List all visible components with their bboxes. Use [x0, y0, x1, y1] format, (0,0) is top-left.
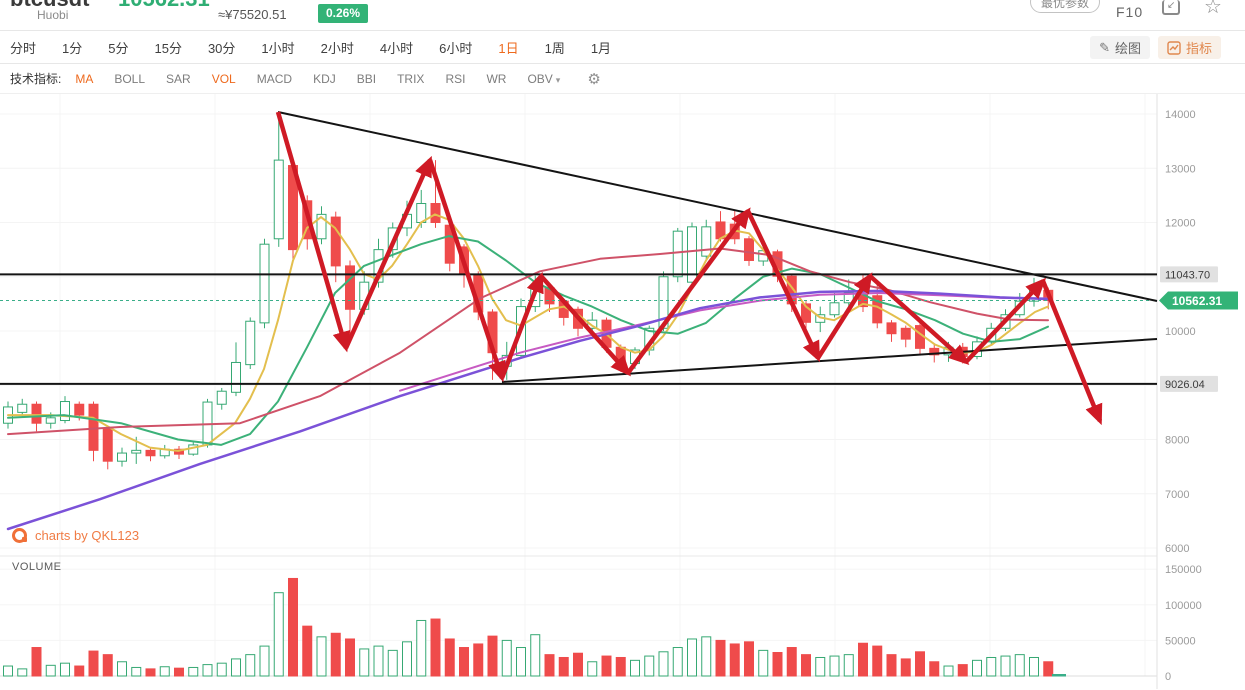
indicator-tab-RSI[interactable]: RSI: [445, 71, 466, 86]
trend-arrow-segment: [343, 155, 433, 349]
trend-arrow-segment: [275, 111, 351, 353]
fullscreen-icon[interactable]: ↙: [1162, 0, 1180, 15]
indicator-toolbar-label: 技术指标:: [10, 72, 62, 86]
chevron-down-icon: ▾: [555, 74, 561, 85]
svg-text:50000: 50000: [1165, 635, 1196, 647]
svg-text:7000: 7000: [1165, 489, 1189, 501]
timeframe-tab-1日[interactable]: 1日: [498, 40, 519, 56]
timeframe-tab-5分[interactable]: 5分: [108, 40, 129, 56]
annotations-layer: [0, 111, 1158, 426]
indicator-tab-MACD[interactable]: MACD: [256, 71, 293, 86]
indicator-tab-SAR[interactable]: SAR: [166, 71, 191, 86]
svg-text:6000: 6000: [1165, 543, 1189, 555]
trend-arrow-segment: [539, 274, 632, 377]
trendline: [277, 111, 1158, 302]
indicator-tab-WR[interactable]: WR: [486, 71, 507, 86]
svg-text:12000: 12000: [1165, 218, 1196, 230]
favorite-star-icon[interactable]: ☆: [1204, 0, 1222, 18]
svg-text:9026.04: 9026.04: [1165, 379, 1205, 391]
ma-line-MA5: [7, 213, 1049, 452]
timeframe-tab-6小时[interactable]: 6小时: [439, 40, 473, 56]
indicator-tab-BOLL[interactable]: BOLL: [114, 71, 146, 86]
exchange-label: Huobi: [37, 8, 69, 22]
gear-icon[interactable]: ⚙: [587, 70, 601, 88]
chart-area[interactable]: 11043.70 9026.04 10562.31 14000 13000 12000 10…: [0, 94, 1245, 689]
svg-text:11043.70: 11043.70: [1165, 269, 1210, 281]
pencil-icon: ✎: [1099, 39, 1110, 55]
volume-layer: [3, 577, 1066, 677]
ma-lines-layer: [6, 213, 1050, 531]
volume-pane-label: VOLUME: [12, 561, 62, 573]
timeframe-tab-1小时[interactable]: 1小时: [261, 40, 295, 56]
indicator-tab-VOL[interactable]: VOL: [211, 71, 236, 86]
price-level-badge: [1160, 266, 1218, 283]
trend-arrow-segment: [1040, 280, 1103, 426]
svg-text:10562.31: 10562.31: [1172, 294, 1222, 308]
axis-layer: 11043.70 9026.04 10562.31 14000 13000 12000 10…: [1159, 109, 1238, 683]
indicator-button[interactable]: 指标: [1157, 36, 1221, 59]
timeframe-tab-1周[interactable]: 1周: [544, 40, 565, 56]
trend-arrow-segment: [427, 159, 506, 383]
line-chart-icon: [1167, 40, 1181, 55]
symbol-title: btcusdt: [10, 0, 89, 12]
timeframe-toolbar: 分时 1分 5分 15分 30分 1小时 2小时 4小时 6小时 1日 1周 1月 ✎ 绘图 指标: [0, 31, 1245, 64]
indicator-tab-KDJ[interactable]: KDJ: [313, 71, 336, 86]
candlestick-chart-svg: 11043.70 9026.04 10562.31 14000 13000 12000 10…: [0, 94, 1238, 689]
trend-arrow-segment: [964, 277, 1047, 364]
watermark-text: charts by QKL123: [35, 528, 140, 543]
trend-arrow-segment: [868, 274, 970, 366]
trend-arrow-segment: [499, 271, 544, 379]
indicator-tab-TRIX[interactable]: TRIX: [397, 71, 425, 86]
timeframe-tab-1分[interactable]: 1分: [62, 40, 83, 56]
svg-text:8000: 8000: [1165, 435, 1189, 447]
grid-layer: [0, 94, 1158, 689]
trend-arrow-segment: [745, 210, 821, 363]
svg-text:14000: 14000: [1165, 109, 1196, 121]
ma-line-MA20: [7, 247, 1049, 436]
optimal-params-button[interactable]: 最优参数: [1030, 0, 1101, 13]
draw-button[interactable]: ✎ 绘图: [1090, 36, 1150, 59]
price-level-badge: [1160, 375, 1218, 392]
svg-text:10000: 10000: [1165, 326, 1196, 338]
cny-price: ≈¥75520.51: [218, 7, 287, 22]
header: btcusdt 10562.31 Huobi ≈¥75520.51 0.26% …: [0, 0, 1245, 31]
watermark: charts by QKL123: [12, 528, 139, 543]
change-badge: 0.26%: [318, 4, 369, 23]
trend-arrow-segment: [626, 207, 751, 375]
f10-button[interactable]: F10: [1116, 4, 1144, 20]
qkl123-logo-icon: [12, 528, 27, 543]
indicator-tab-MA[interactable]: MA: [75, 71, 94, 86]
svg-text:100000: 100000: [1165, 600, 1202, 612]
timeframe-tab-30分[interactable]: 30分: [207, 40, 236, 56]
trendline: [501, 338, 1158, 383]
timeframe-tab-4小时[interactable]: 4小时: [379, 40, 414, 56]
indicator-tab-BBI[interactable]: BBI: [356, 71, 377, 86]
ma-line-MA120: [6, 289, 1050, 531]
svg-text:13000: 13000: [1165, 163, 1196, 175]
trend-arrow-segment: [816, 272, 873, 360]
svg-text:150000: 150000: [1165, 564, 1202, 576]
ma-line-MA10: [7, 235, 1049, 446]
indicator-toolbar: 技术指标: MA BOLL SAR VOL MACD KDJ BBI TRIX RSI WR OBV…: [0, 64, 1245, 94]
timeframe-tab-1月[interactable]: 1月: [590, 40, 612, 56]
timeframe-tab-15分[interactable]: 15分: [154, 40, 182, 56]
timeframe-tab-分时[interactable]: 分时: [10, 40, 37, 56]
timeframe-tab-2小时[interactable]: 2小时: [320, 40, 354, 56]
indicator-tab-OBV[interactable]: OBV ▾: [527, 71, 561, 86]
last-price-title: 10562.31: [118, 0, 210, 12]
svg-text:0: 0: [1165, 671, 1171, 683]
current-price-badge: [1159, 291, 1238, 310]
